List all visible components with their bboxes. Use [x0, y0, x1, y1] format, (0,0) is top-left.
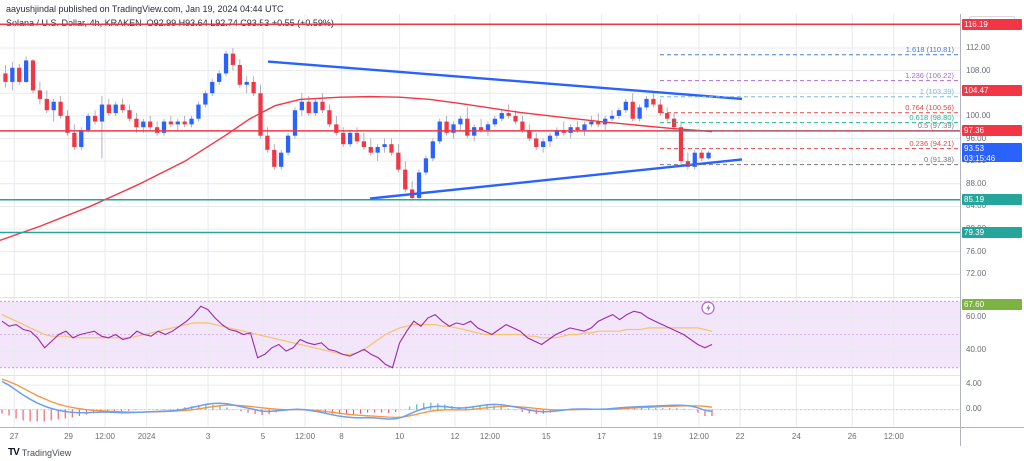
time-axis-tick: 26 — [847, 432, 857, 441]
time-axis-tick: 12 — [450, 432, 460, 441]
tradingview-mark: TV — [8, 447, 20, 458]
tradingview-logo: TV TradingView — [8, 447, 71, 458]
price-axis-tick: 84.00 — [966, 201, 987, 211]
legend-low: L92.74 — [210, 18, 238, 28]
macd-axis[interactable]: 0.00 4.00 — [960, 375, 1024, 427]
legend-exchange: KRAKEN — [104, 18, 142, 28]
fib-level-1-tag: 104.47 — [962, 85, 1022, 97]
time-axis-tick: 12:00 — [883, 432, 904, 441]
axis-separator — [960, 428, 961, 446]
time-axis-tick: 12:00 — [94, 432, 115, 441]
price-axis-tick: 112.00 — [966, 42, 990, 52]
support-tag-upper: 85.19 — [962, 194, 1022, 206]
rsi-axis[interactable]: 40.00 60.00 67.60 — [960, 297, 1024, 375]
current-price-value: 93.53 — [964, 144, 985, 153]
time-axis-tick: 2024 — [137, 432, 156, 441]
time-axis-tick: 12:00 — [688, 432, 709, 441]
rsi-pane[interactable] — [0, 297, 960, 376]
fib-level-label: 1.618 (110.81) — [906, 45, 955, 54]
time-axis-tick: 10 — [395, 432, 405, 441]
rsi-axis-tick: 60.00 — [966, 311, 987, 321]
fib-level-label: 0.236 (94.21) — [909, 139, 954, 148]
price-axis-tick: 108.00 — [966, 65, 991, 75]
price-axis[interactable]: USD 112.00108.00104.00100.0096.0092.0088… — [960, 14, 1024, 297]
rsi-value-tag: 67.60 — [962, 298, 1022, 310]
time-axis-tick: 12:00 — [295, 432, 316, 441]
current-price-tag: 93.53 03:15:46 — [962, 143, 1022, 163]
macd-axis-tick: 0.00 — [966, 403, 982, 413]
time-axis-tick: 24 — [791, 432, 801, 441]
bar-countdown: 03:15:46 — [964, 153, 996, 163]
macd-axis-tick: 4.00 — [966, 379, 982, 389]
price-axis-tick: 72.00 — [966, 269, 987, 279]
legend-interval: 4h, — [89, 18, 103, 28]
time-axis[interactable]: 27 29 12:00 2024 3 5 12:00 8 10 12 12:00 15 17 19 12:0… — [0, 427, 1024, 446]
legend-open: O92.99 — [146, 18, 177, 28]
resistance-tag-mid: 97.36 — [962, 125, 1022, 137]
price-axis-tick: 100.00 — [966, 110, 991, 120]
time-axis-tick: 5 — [260, 432, 266, 441]
tradingview-wordmark: TradingView — [21, 447, 72, 458]
time-axis-tick: 19 — [652, 432, 662, 441]
time-axis-tick: 17 — [597, 432, 606, 441]
price-axis-tick: 96.00 — [966, 133, 987, 143]
fib-level-label: 1.236 (106.22) — [905, 71, 954, 80]
support-tag-lower: 79.39 — [962, 227, 1022, 239]
fib-level-label: 0.764 (100.56) — [905, 103, 954, 112]
time-axis-tick: 27 — [9, 432, 19, 441]
publisher-line: aayushjindal published on TradingView.co… — [6, 4, 284, 14]
alert-bolt-icon[interactable] — [701, 301, 715, 315]
fib-level-label: 1 (103.39) — [920, 87, 955, 96]
time-axis-tick: 12:00 — [479, 432, 500, 441]
rsi-chart-svg — [0, 298, 960, 376]
macd-chart-svg — [0, 376, 960, 428]
macd-pane[interactable] — [0, 375, 960, 428]
chart-legend: Solana / U.S. Dollar, 4h, KRAKEN O92.99 … — [6, 18, 334, 28]
time-axis-tick: 3 — [205, 432, 211, 441]
legend-close: C93.53 — [240, 18, 270, 28]
legend-symbol: Solana / U.S. Dollar, — [6, 18, 88, 28]
rsi-axis-tick: 40.00 — [966, 345, 987, 355]
fib-level-label: 0 (91.38) — [924, 155, 955, 164]
resistance-tag-top: 116.19 — [962, 18, 1022, 30]
price-axis-tick: 88.00 — [966, 178, 987, 188]
legend-high: H93.64 — [178, 18, 208, 28]
time-axis-tick: 29 — [64, 432, 74, 441]
time-axis-tick: 8 — [339, 432, 344, 441]
time-axis-tick: 15 — [541, 432, 551, 441]
price-chart-svg: 1.618 (110.81) 1.236 (106.22) 1 (103.39) 0.… — [0, 14, 960, 297]
price-axis-tick: 76.00 — [966, 246, 987, 256]
time-axis-tick: 22 — [735, 432, 745, 441]
price-pane[interactable]: 1.618 (110.81) 1.236 (106.22) 1 (103.39) 0.… — [0, 14, 960, 297]
legend-change: +0.55 (+0.59%) — [271, 18, 334, 28]
fib-level-label: 0.5 (97.39) — [918, 121, 955, 130]
fib-level-label: 0.618 (98.80) — [909, 113, 954, 122]
